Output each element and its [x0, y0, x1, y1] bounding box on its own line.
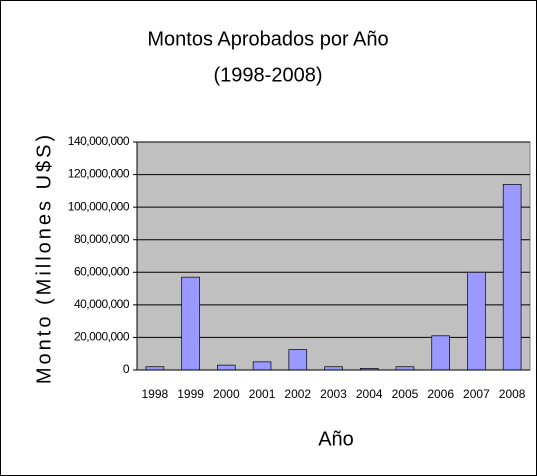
x-tick-label: 2008 [499, 387, 526, 401]
y-tick-label: 40,000,000 [74, 297, 130, 311]
y-tick-label: 120,000,000 [68, 167, 130, 181]
bar [288, 349, 308, 371]
x-tick-label: 2005 [392, 387, 419, 401]
y-axis-label: Monto (Millones U$S) [33, 132, 55, 384]
x-tick-label: 1998 [142, 387, 169, 401]
bar [467, 271, 486, 371]
chart-subtitle: (1998-2008) [214, 64, 323, 86]
bar [431, 335, 450, 371]
y-tick-label: 20,000,000 [74, 330, 130, 344]
bar [252, 361, 272, 371]
x-tick-label: 2001 [249, 387, 276, 401]
x-axis-label: Año [318, 428, 354, 450]
x-tick-label: 2006 [427, 387, 454, 401]
chart-title: Montos Aprobados por Año [147, 28, 388, 50]
x-tick-label: 2000 [213, 387, 240, 401]
x-tick-label: 2003 [320, 387, 347, 401]
bar [502, 183, 522, 371]
x-tick-label: 2007 [463, 387, 490, 401]
y-tick-label: 140,000,000 [68, 134, 130, 148]
x-tick-label: 2002 [284, 387, 311, 401]
x-tick-label: 2004 [356, 387, 383, 401]
plot-area [136, 141, 531, 371]
y-tick-label: 100,000,000 [68, 199, 130, 213]
bar [181, 276, 200, 371]
y-tick-label: 0 [123, 362, 130, 376]
x-tick-label: 1999 [177, 387, 204, 401]
y-tick-label: 80,000,000 [74, 232, 130, 246]
bar [217, 364, 236, 371]
y-tick-label: 60,000,000 [74, 264, 130, 278]
